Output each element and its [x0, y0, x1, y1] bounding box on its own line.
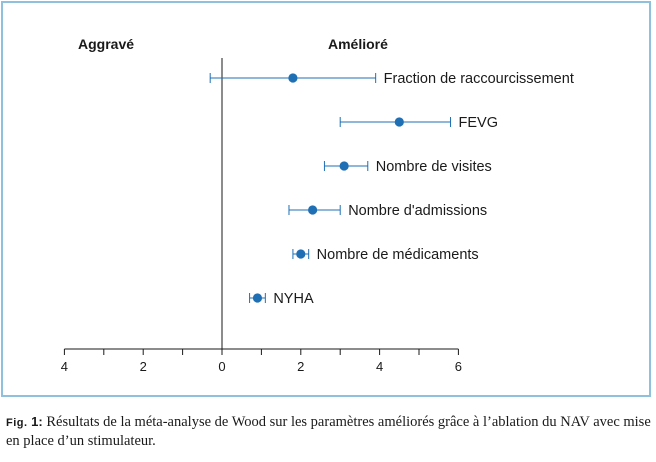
figure-caption: Fig. 1: Résultats de la méta-analyse de … — [6, 413, 652, 450]
x-tick-label: 2 — [140, 359, 147, 374]
x-tick-label: 6 — [455, 359, 462, 374]
data-point — [394, 117, 404, 127]
x-tick-label: 4 — [61, 359, 68, 374]
chart-frame — [1, 1, 651, 397]
caption-fig-number: 1: — [27, 414, 43, 429]
x-tick-label: 0 — [218, 359, 225, 374]
data-label: Nombre de visites — [376, 159, 492, 175]
data-point — [308, 205, 318, 215]
x-tick-label: 4 — [376, 359, 383, 374]
data-row: FEVG — [339, 115, 498, 131]
data-label: Fraction de raccourcissement — [384, 71, 574, 87]
data-row: Nombre de visites — [323, 159, 492, 175]
caption-fig-prefix: Fig. — [6, 417, 28, 429]
forest-plot: Aggravé Amélioré 4 2 0 2 4 6 Fraction de racc… — [61, 36, 574, 374]
data-point — [296, 249, 306, 259]
data-row: Nombre de médicaments — [292, 247, 479, 263]
caption-text: Résultats de la méta-analyse de Wood sur… — [6, 414, 651, 449]
data-label: Nombre de médicaments — [317, 247, 479, 263]
header-aggrave: Aggravé — [78, 36, 134, 52]
data-label: NYHA — [273, 291, 314, 307]
data-marks: Fraction de raccourcissement FEVG Nombre d… — [209, 71, 574, 307]
x-tick-label: 2 — [297, 359, 304, 374]
data-point — [288, 73, 298, 83]
header-ameliore: Amélioré — [328, 36, 388, 52]
data-row: NYHA — [249, 291, 314, 307]
x-axis: 4 2 0 2 4 6 — [61, 58, 462, 374]
data-row: Nombre d'admissions — [288, 203, 487, 219]
data-label: FEVG — [459, 115, 498, 131]
data-point — [252, 293, 263, 303]
data-row: Fraction de raccourcissement — [209, 71, 574, 87]
data-label: Nombre d'admissions — [348, 203, 487, 219]
data-point — [339, 161, 349, 171]
